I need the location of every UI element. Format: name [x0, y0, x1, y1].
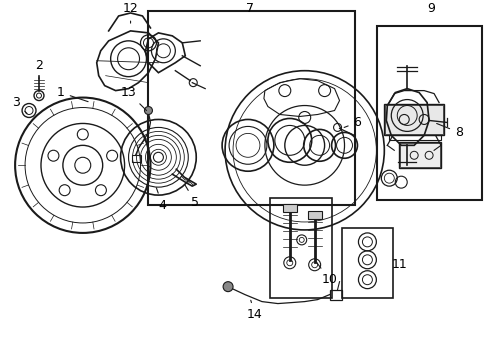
Bar: [131, 155, 142, 162]
Bar: [148, 11, 355, 205]
Text: 4: 4: [156, 188, 166, 212]
Text: 11: 11: [392, 258, 407, 271]
Bar: [377, 26, 482, 200]
Bar: [283, 204, 297, 212]
Text: 6: 6: [344, 116, 362, 129]
Text: 1: 1: [57, 86, 88, 102]
Text: 7: 7: [246, 3, 254, 15]
Text: 9: 9: [427, 3, 435, 15]
Bar: [384, 104, 444, 135]
Circle shape: [145, 107, 152, 114]
Text: 10: 10: [317, 262, 338, 286]
Text: 14: 14: [247, 300, 263, 321]
Text: 8: 8: [437, 123, 463, 139]
Bar: [385, 104, 443, 134]
Text: 12: 12: [122, 3, 139, 23]
Bar: [400, 143, 440, 167]
Bar: [308, 211, 321, 219]
Text: 3: 3: [12, 96, 27, 113]
Bar: [270, 198, 332, 298]
Bar: [342, 228, 393, 298]
Text: 2: 2: [35, 59, 43, 78]
Bar: [399, 142, 441, 168]
Bar: [389, 135, 441, 140]
Circle shape: [223, 282, 233, 292]
Text: 13: 13: [121, 86, 147, 111]
Text: 5: 5: [185, 185, 199, 208]
